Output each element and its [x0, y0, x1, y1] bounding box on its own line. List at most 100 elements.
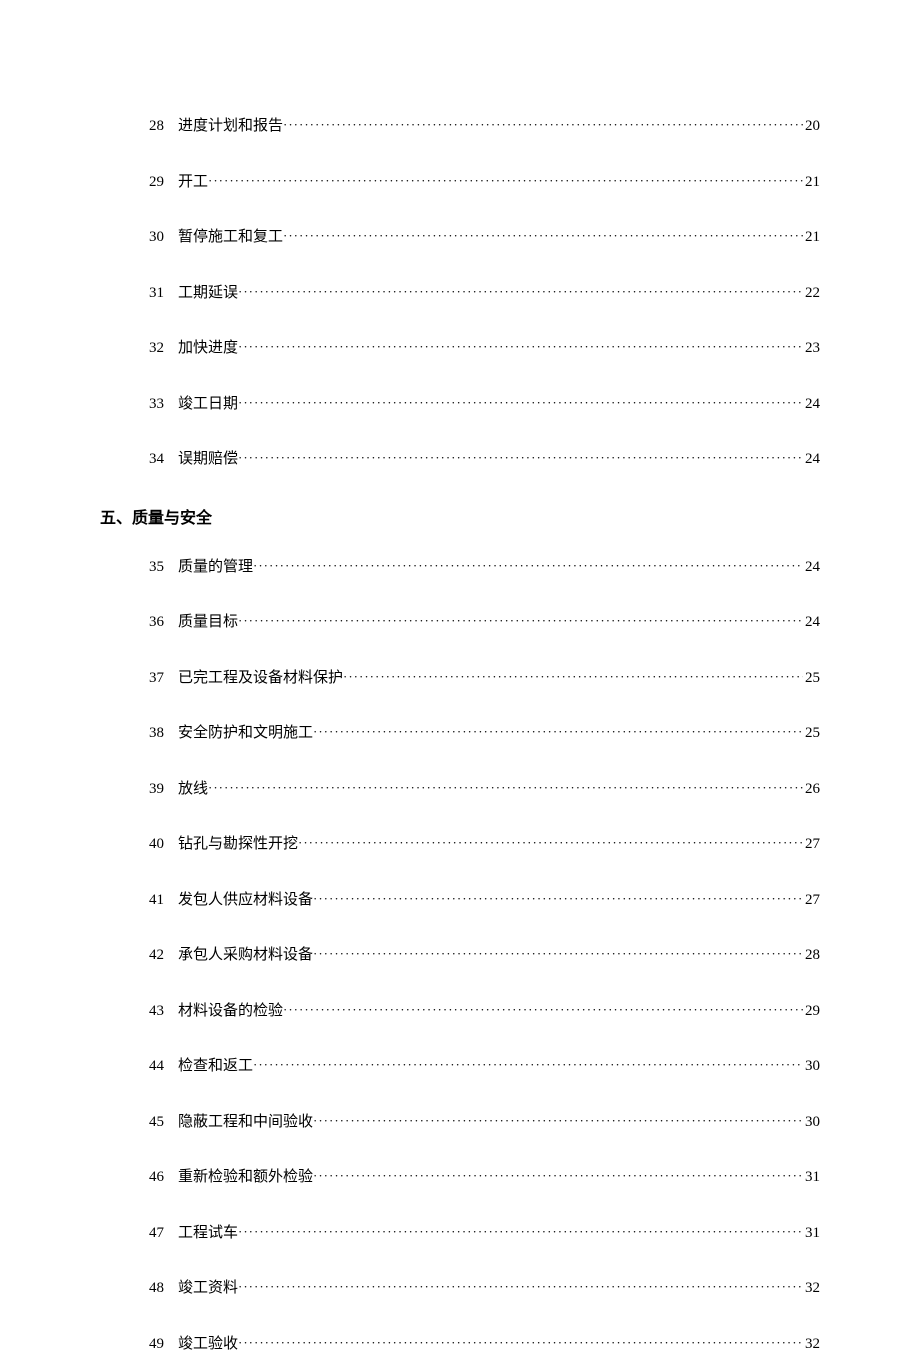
toc-item-number: 37 [136, 667, 178, 690]
toc-item-number: 43 [136, 1000, 178, 1023]
toc-item: 31工期延误··································… [100, 282, 820, 305]
toc-item: 38安全防护和文明施工·····························… [100, 722, 820, 745]
toc-item-page: 27 [803, 889, 820, 912]
toc-item: 48竣工资料··································… [100, 1277, 820, 1300]
toc-item-page: 21 [803, 171, 820, 194]
toc-item-page: 24 [803, 556, 820, 579]
toc-item-leader-dots: ········································… [238, 337, 803, 357]
toc-item-leader-dots: ········································… [253, 1055, 803, 1075]
toc-item-number: 29 [136, 171, 178, 194]
toc-item-page: 25 [803, 667, 820, 690]
toc-item: 32加快进度··································… [100, 337, 820, 360]
toc-item-page: 26 [803, 778, 820, 801]
toc-item-title: 质量目标 [178, 611, 238, 634]
toc-item: 33竣工日期··································… [100, 393, 820, 416]
toc-item-page: 24 [803, 393, 820, 416]
toc-item: 36质量目标··································… [100, 611, 820, 634]
toc-item-leader-dots: ········································… [253, 556, 803, 576]
toc-item-page: 25 [803, 722, 820, 745]
toc-item-title: 重新检验和额外检验 [178, 1166, 313, 1189]
toc-item-title: 材料设备的检验 [178, 1000, 283, 1023]
toc-item-leader-dots: ········································… [208, 778, 803, 798]
toc-item-number: 42 [136, 944, 178, 967]
toc-item: 49竣工验收··································… [100, 1333, 820, 1355]
toc-item: 41发包人供应材料设备·····························… [100, 889, 820, 912]
toc-item-number: 33 [136, 393, 178, 416]
toc-item-title: 竣工验收 [178, 1333, 238, 1355]
toc-item: 37已完工程及设备材料保护···························… [100, 667, 820, 690]
toc-item-page: 22 [803, 282, 820, 305]
toc-item-number: 36 [136, 611, 178, 634]
toc-item-number: 39 [136, 778, 178, 801]
toc-item-leader-dots: ········································… [283, 115, 803, 135]
toc-item-number: 44 [136, 1055, 178, 1078]
toc-item-leader-dots: ········································… [313, 1111, 803, 1131]
toc-item-leader-dots: ········································… [238, 448, 803, 468]
toc-item-number: 32 [136, 337, 178, 360]
toc-item: 40钻孔与勘探性开挖······························… [100, 833, 820, 856]
toc-item-title: 隐蔽工程和中间验收 [178, 1111, 313, 1134]
toc-item-title: 暂停施工和复工 [178, 226, 283, 249]
toc-item-title: 加快进度 [178, 337, 238, 360]
toc-item-page: 30 [803, 1055, 820, 1078]
toc-item-number: 38 [136, 722, 178, 745]
toc-item-title: 钻孔与勘探性开挖 [178, 833, 298, 856]
toc-item: 45隐蔽工程和中间验收·····························… [100, 1111, 820, 1134]
toc-item: 43材料设备的检验·······························… [100, 1000, 820, 1023]
toc-item-title: 进度计划和报告 [178, 115, 283, 138]
toc-item: 44检查和返工·································… [100, 1055, 820, 1078]
toc-item-leader-dots: ········································… [238, 611, 803, 631]
toc-item-page: 32 [803, 1333, 820, 1355]
toc-item-leader-dots: ········································… [238, 1333, 803, 1353]
toc-item-number: 41 [136, 889, 178, 912]
toc-items-before-section: 28进度计划和报告·······························… [100, 115, 820, 471]
toc-item: 39放线····································… [100, 778, 820, 801]
toc-item-number: 47 [136, 1222, 178, 1245]
toc-item-leader-dots: ········································… [313, 889, 803, 909]
toc-item-number: 48 [136, 1277, 178, 1300]
toc-item-title: 开工 [178, 171, 208, 194]
toc-item-page: 23 [803, 337, 820, 360]
toc-item-title: 工期延误 [178, 282, 238, 305]
toc-item-number: 30 [136, 226, 178, 249]
toc-item-leader-dots: ········································… [298, 833, 803, 853]
toc-item-leader-dots: ········································… [238, 1277, 803, 1297]
toc-item-number: 49 [136, 1333, 178, 1355]
toc-item: 42承包人采购材料设备·····························… [100, 944, 820, 967]
toc-item-leader-dots: ········································… [313, 944, 803, 964]
toc-item-number: 45 [136, 1111, 178, 1134]
toc-item: 29开工····································… [100, 171, 820, 194]
toc-item-leader-dots: ········································… [283, 1000, 803, 1020]
toc-item: 28进度计划和报告·······························… [100, 115, 820, 138]
toc-item-number: 31 [136, 282, 178, 305]
toc-item-leader-dots: ········································… [343, 667, 803, 687]
section-heading: 五、质量与安全 [100, 504, 820, 528]
toc-item: 47工程试车··································… [100, 1222, 820, 1245]
toc-item: 30暂停施工和复工·······························… [100, 226, 820, 249]
toc-item-page: 31 [803, 1166, 820, 1189]
toc-item-leader-dots: ········································… [313, 722, 803, 742]
toc-item-leader-dots: ········································… [283, 226, 803, 246]
toc-item: 34误期赔偿··································… [100, 448, 820, 471]
toc-item-page: 31 [803, 1222, 820, 1245]
toc-item-page: 20 [803, 115, 820, 138]
toc-item-leader-dots: ········································… [238, 1222, 803, 1242]
toc-item-page: 21 [803, 226, 820, 249]
toc-item-number: 28 [136, 115, 178, 138]
toc-item-leader-dots: ········································… [238, 393, 803, 413]
toc-items-after-section: 35质量的管理·································… [100, 556, 820, 1355]
toc-item-title: 发包人供应材料设备 [178, 889, 313, 912]
toc-item-title: 误期赔偿 [178, 448, 238, 471]
toc-item-page: 28 [803, 944, 820, 967]
toc-item-number: 40 [136, 833, 178, 856]
toc-item-leader-dots: ········································… [238, 282, 803, 302]
toc-item-title: 安全防护和文明施工 [178, 722, 313, 745]
toc-item: 35质量的管理·································… [100, 556, 820, 579]
toc-item: 46重新检验和额外检验·····························… [100, 1166, 820, 1189]
toc-item-number: 35 [136, 556, 178, 579]
toc-item-page: 27 [803, 833, 820, 856]
toc-item-page: 24 [803, 448, 820, 471]
toc-item-title: 工程试车 [178, 1222, 238, 1245]
toc-item-title: 竣工资料 [178, 1277, 238, 1300]
toc-item-title: 已完工程及设备材料保护 [178, 667, 343, 690]
